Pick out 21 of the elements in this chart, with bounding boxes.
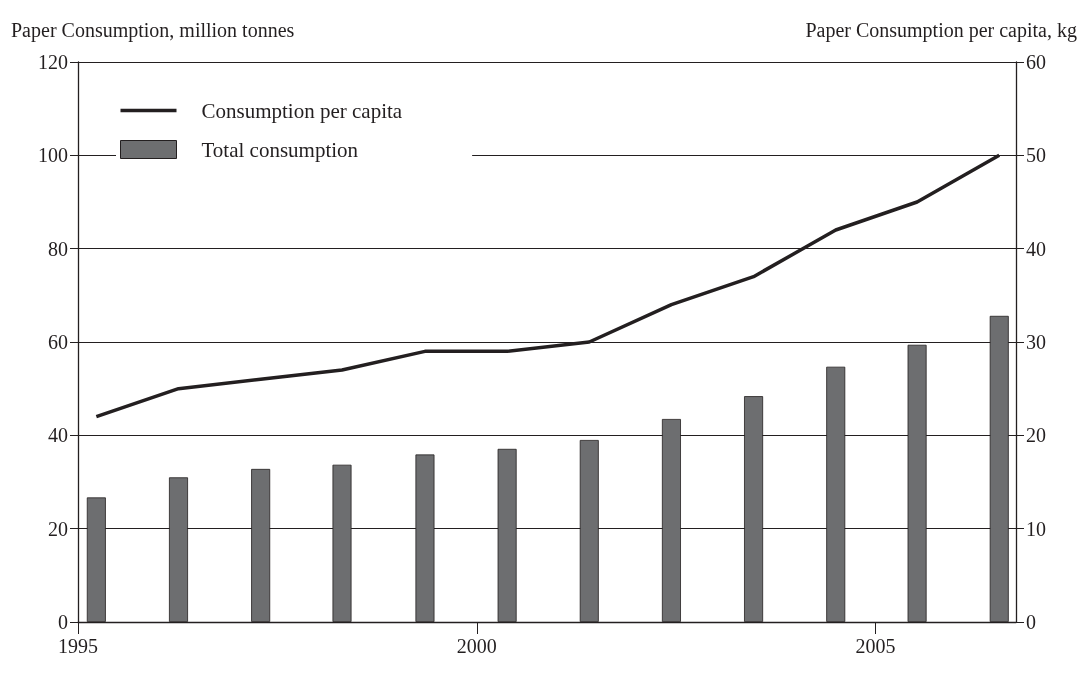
x-tick-label: 2000	[456, 635, 497, 657]
y2-tick-label: 50	[1026, 144, 1046, 167]
x-tick-label: 2005	[855, 635, 896, 657]
y2-tick-label: 40	[1026, 237, 1046, 260]
y-tick-label: 100	[38, 144, 68, 167]
y-tick-label: 120	[38, 51, 68, 73]
y2-tick-label: 0	[1026, 611, 1036, 633]
x-tick-label: 1995	[58, 635, 98, 657]
y2-tick-label: 30	[1026, 331, 1046, 353]
y-tick-label: 40	[48, 424, 68, 447]
y-tick-label: 60	[48, 331, 68, 353]
y-tick-label: 0	[58, 611, 68, 633]
y-tick-label: 20	[48, 517, 68, 540]
y2-tick-label: 60	[1026, 51, 1046, 73]
y-axis-title: Paper Consumption, million tonnes	[11, 19, 295, 42]
y2-tick-label: 10	[1026, 517, 1046, 540]
y-tick-label: 80	[48, 237, 68, 260]
legend-label: Consumption per capita	[201, 98, 403, 123]
y2-tick-label: 20	[1026, 424, 1046, 447]
y2-axis-title: Paper Consumption per capita, kg	[805, 19, 1077, 42]
legend-label: Total consumption	[201, 137, 359, 162]
